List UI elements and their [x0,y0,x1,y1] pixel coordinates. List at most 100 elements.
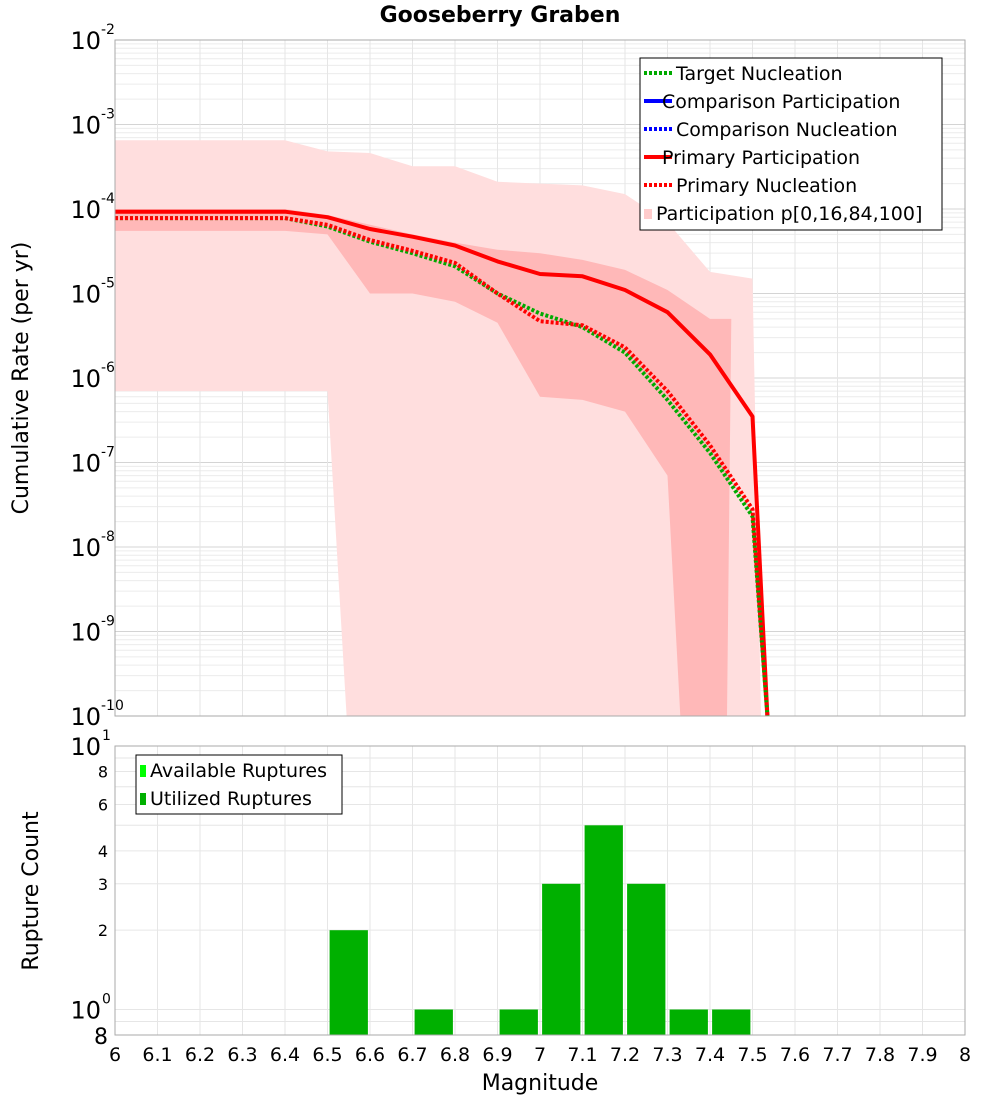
x-tick-label: 6.6 [355,1044,385,1066]
x-tick-label: 7.8 [865,1044,895,1066]
rate-series-lines [115,209,770,717]
svg-text:10: 10 [70,534,101,562]
chart-title: Gooseberry Graben [380,3,621,28]
x-tick-label: 8 [959,1044,971,1066]
y-tick-label: 10 0 [70,991,110,1024]
x-tick-label: 6.3 [227,1044,257,1066]
legend-box [135,754,343,815]
svg-text:0: 0 [102,991,111,1007]
x-tick-label: 6.4 [270,1044,300,1066]
svg-text:-2: -2 [101,22,115,38]
x-tick-label: 6.1 [142,1044,172,1066]
band-p16-p84 [115,209,732,716]
x-tick-label: 7.1 [567,1044,597,1066]
bar [329,930,368,1035]
top-plot-frame [114,39,966,717]
svg-text:10: 10 [70,112,101,140]
legend-label: Comparison Nucleation [676,119,898,141]
series-primary-participation [115,209,770,717]
svg-text:10: 10 [70,703,101,731]
svg-text:10: 10 [70,281,101,309]
legend-swatch [140,765,146,777]
legend-label: Available Ruptures [150,760,327,782]
legend-swatch [644,209,652,219]
x-axis-ticks: 6 6.1 6.2 6.3 6.4 6.5 6.6 6.7 6.8 6.9 7 7.1 7.2 7.3 7.… [109,1044,971,1066]
svg-text:-8: -8 [101,529,115,545]
y-tick-label: 10 -9 [70,614,115,647]
svg-text:-4: -4 [101,191,115,207]
x-tick-label: 7.3 [652,1044,682,1066]
svg-text:10: 10 [70,365,101,393]
legend-label: Primary Participation [662,147,860,169]
svg-text:-6: -6 [101,360,115,376]
x-tick-label: 6.5 [312,1044,342,1066]
svg-text:10: 10 [70,27,101,55]
y-tick-label: 10 -5 [70,276,115,309]
legend-entry[interactable]: Participation p[0,16,84,100] [644,203,922,225]
x-tick-label: 6.7 [397,1044,427,1066]
x-axis-label: Magnitude [482,1071,599,1096]
legend-box [639,57,943,231]
x-tick-label: 7.5 [737,1044,767,1066]
svg-text:-10: -10 [101,698,124,714]
x-tick-label: 7 [534,1044,546,1066]
y-tick-label: 10 -8 [70,529,115,562]
series-primary-nucleation [115,216,770,717]
bottom-y-axis-label: Rupture Count [19,811,44,971]
bar [669,1009,708,1035]
y-tick-label: 10 -4 [70,191,115,224]
x-tick-label: 7.7 [822,1044,852,1066]
svg-text:-3: -3 [101,107,115,123]
y-tick-label: 6 [98,795,108,814]
bottom-legend[interactable]: Available Ruptures Utilized Ruptures [135,754,343,815]
svg-text:-9: -9 [101,614,115,630]
legend-entry[interactable]: Comparison Participation [644,91,900,113]
y-tick-label: 10 -7 [70,445,115,478]
y-tick-label: 10 -6 [70,360,115,393]
legend-entry[interactable]: Available Ruptures [140,760,327,782]
legend-entry[interactable]: Comparison Nucleation [644,119,898,141]
svg-text:-7: -7 [101,445,115,461]
legend-entry[interactable]: Primary Participation [644,147,860,169]
bar [712,1009,751,1035]
svg-text:10: 10 [70,619,101,647]
bar [584,825,623,1035]
legend-entry[interactable]: Primary Nucleation [644,175,857,197]
y-tick-label: 4 [98,842,108,861]
rupture-count-bars [329,825,751,1035]
y-tick-label: 10 -2 [70,22,115,55]
bar [414,1009,453,1035]
svg-text:-5: -5 [101,276,115,292]
x-tick-label: 7.9 [907,1044,937,1066]
y-tick-label: 10 1 [70,728,110,761]
legend-entry[interactable]: Utilized Ruptures [140,788,312,810]
y-tick-label: 10 -3 [70,107,115,140]
y-tick-label: 2 [98,921,108,940]
legend-swatch [140,793,146,805]
svg-text:10: 10 [70,196,101,224]
bar [627,883,666,1035]
x-tick-label: 7.2 [610,1044,640,1066]
x-tick-label: 7.4 [695,1044,725,1066]
x-tick-label: 6 [109,1044,121,1066]
legend-label: Target Nucleation [675,63,843,85]
legend-entry[interactable]: Target Nucleation [644,63,843,85]
legend-label: Participation p[0,16,84,100] [656,203,922,225]
y-tick-label: 10 -10 [70,698,123,731]
bar [499,1009,538,1035]
top-legend[interactable]: Target Nucleation Comparison Participatio… [639,57,943,231]
svg-text:10: 10 [70,733,101,761]
x-tick-label: 6.8 [440,1044,470,1066]
legend-label: Utilized Ruptures [150,788,312,810]
legend-label: Comparison Participation [662,91,900,113]
y-tick-label: 8 [98,763,108,782]
top-y-axis-label: Cumulative Rate (per yr) [9,242,34,515]
y-tick-label: 8 [94,1025,108,1050]
svg-text:10: 10 [70,996,101,1024]
participation-bands [115,140,761,717]
bar [542,883,581,1035]
x-tick-label: 7.6 [780,1044,810,1066]
